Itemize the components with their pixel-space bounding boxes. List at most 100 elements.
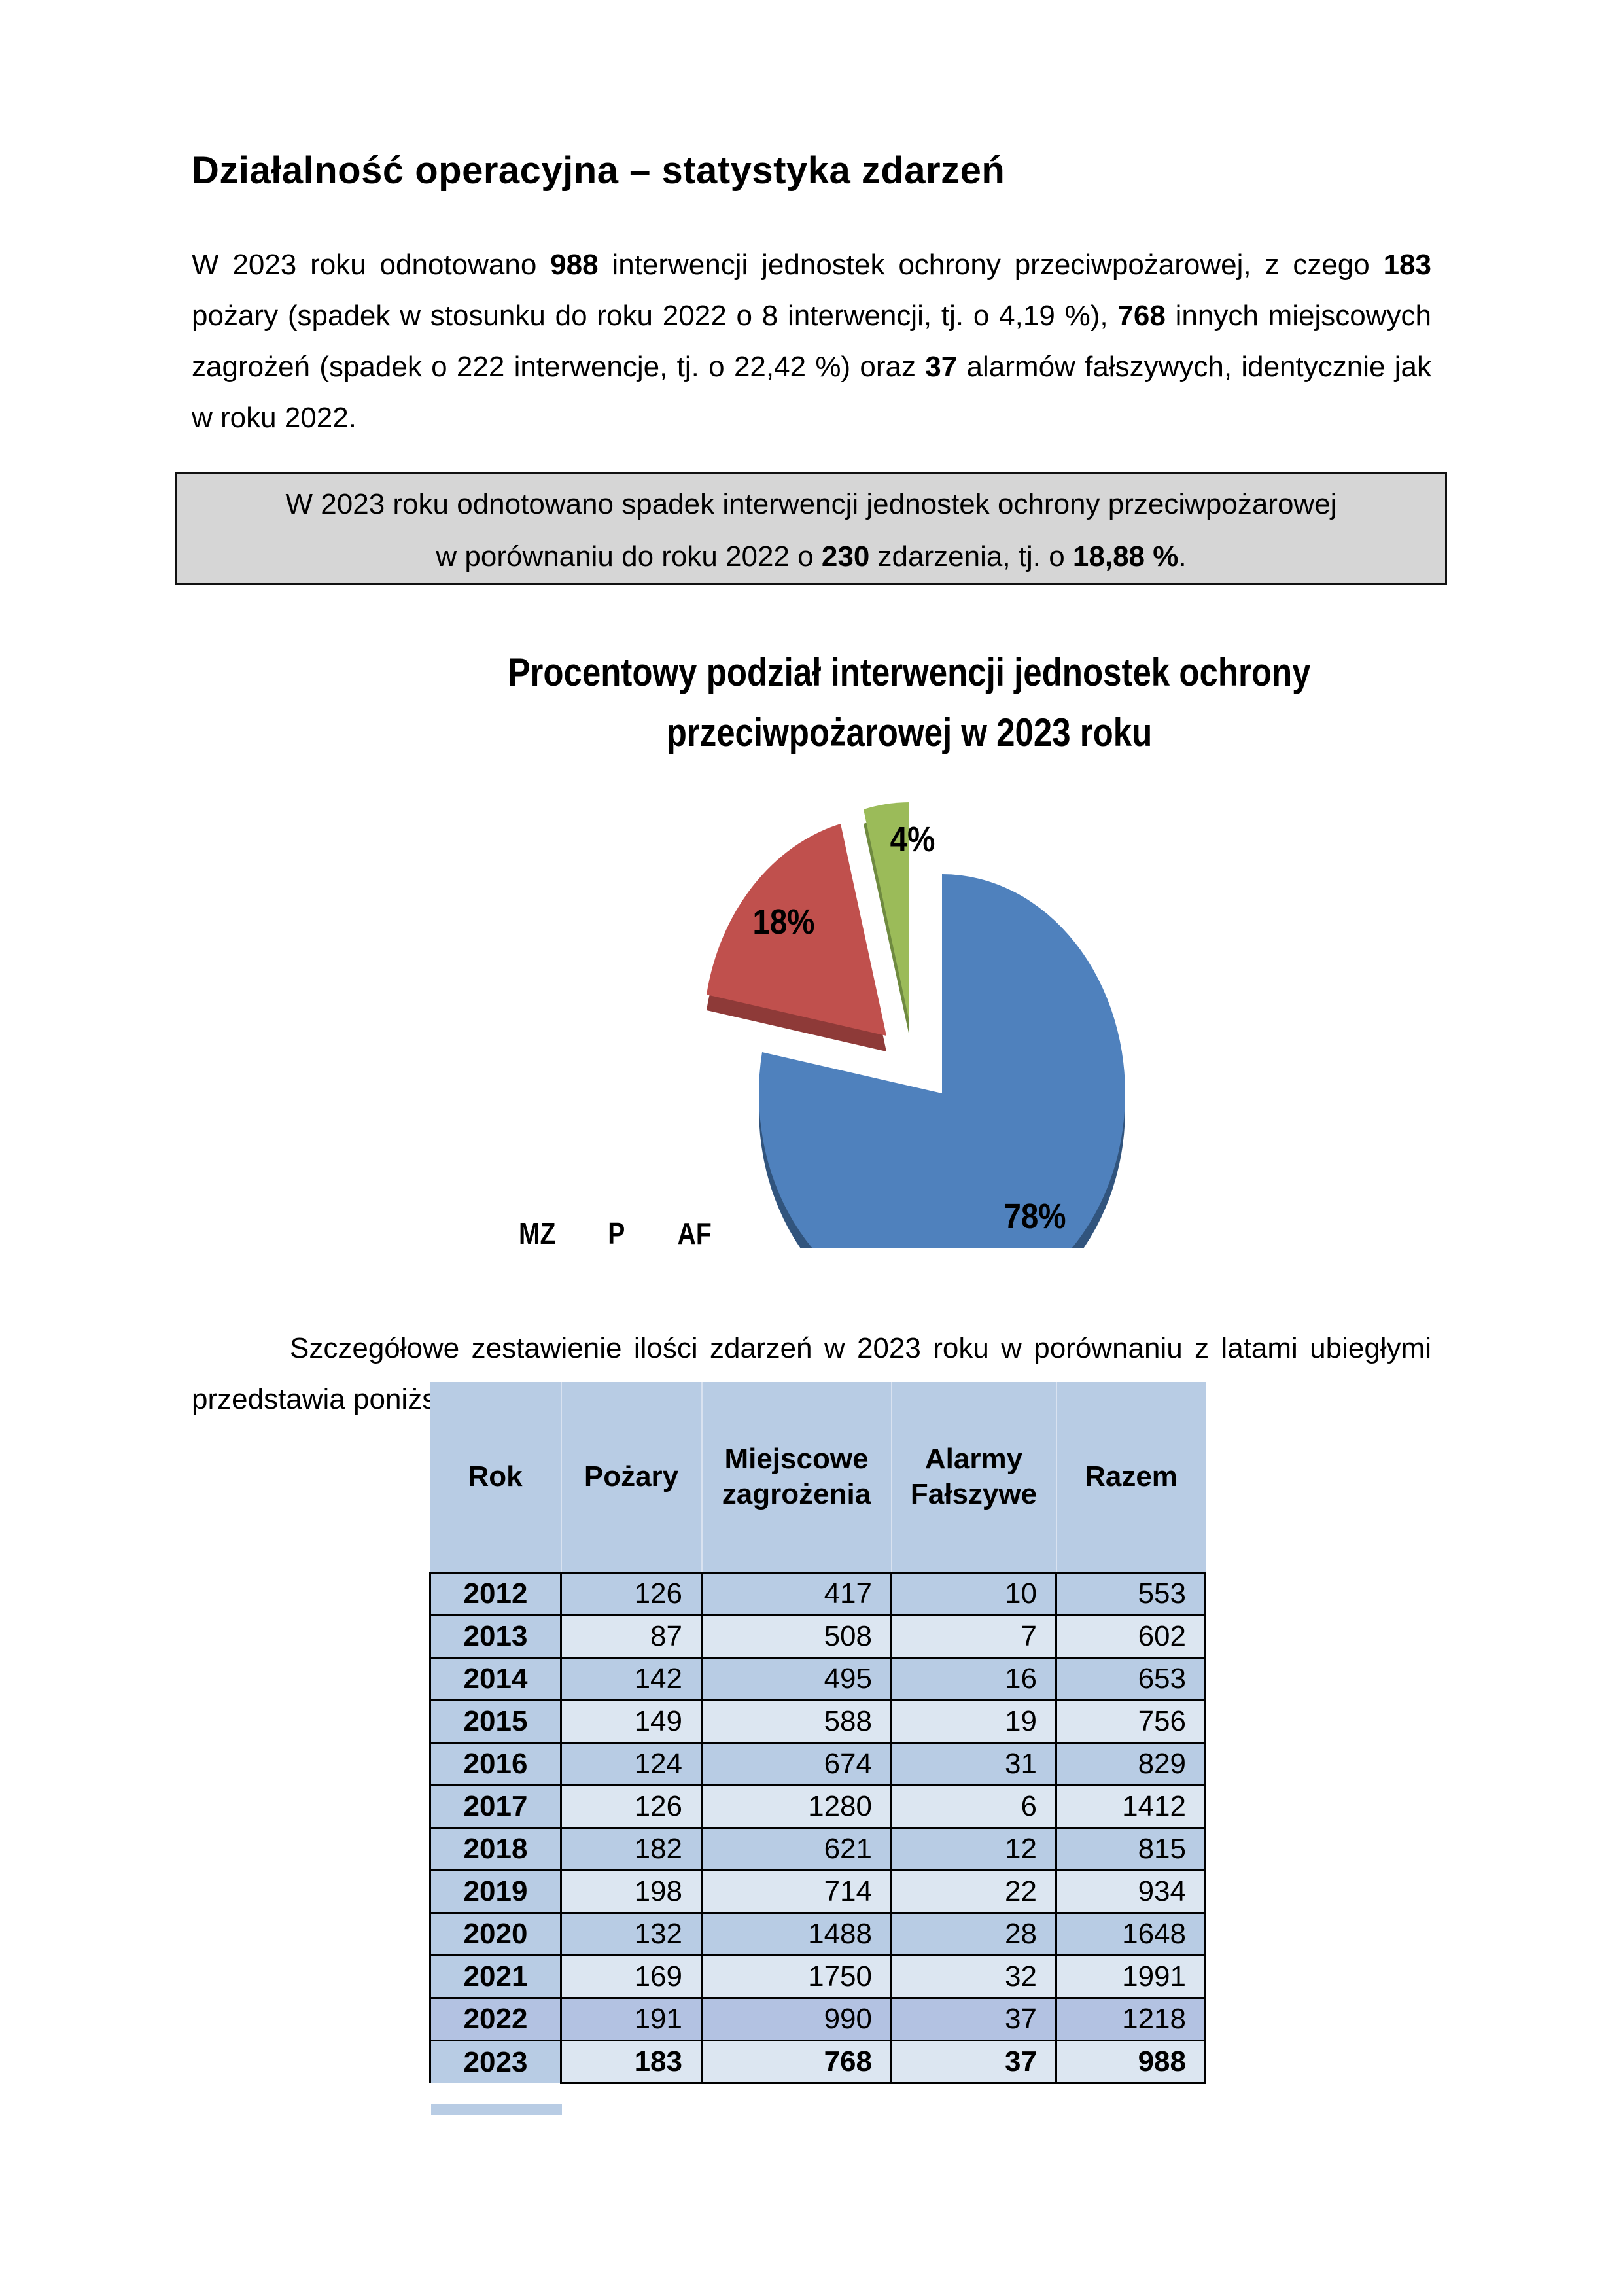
cell-year: 2018 <box>429 1827 562 1871</box>
cell-razem: 1412 <box>1055 1784 1206 1829</box>
cell-razem: 1218 <box>1055 1997 1206 2041</box>
cell-af: 32 <box>890 1954 1057 1999</box>
cell-year: 2016 <box>429 1742 562 1786</box>
table-row: 2017 126 1280 6 1412 <box>429 1784 1206 1829</box>
cell-mz: 588 <box>701 1699 892 1744</box>
table-row: 2018 182 621 12 815 <box>429 1827 1206 1871</box>
intro-text: alarmów fałszywych, identycznie jak w ro… <box>192 351 1432 434</box>
chart-title: Procentowy podział interwencji jednostek… <box>415 643 1405 763</box>
intro-text: pożary (spadek w stosunku do roku 2022 o… <box>192 300 1118 332</box>
cell-pozary: 191 <box>560 1997 703 2041</box>
cell-razem: 1648 <box>1055 1912 1206 1956</box>
chart-legend: MZ P AF <box>504 1216 714 1251</box>
pie-label-af: 4% <box>890 820 935 859</box>
cell-year: 2019 <box>429 1869 562 1914</box>
highlight-value-decrease: 230 <box>821 540 870 573</box>
intro-text: innych miejscowych zagrożeń (spadek o 22… <box>192 300 1431 383</box>
cell-pozary: 183 <box>560 2040 703 2084</box>
summary-highlight-box: W 2023 roku odnotowano spadek interwencj… <box>175 472 1447 585</box>
cell-af: 10 <box>890 1572 1057 1616</box>
cell-pozary: 87 <box>560 1614 703 1659</box>
pie-slice-mz <box>759 874 1125 1248</box>
cell-razem: 756 <box>1055 1699 1206 1744</box>
cell-af: 6 <box>890 1784 1057 1829</box>
cell-year: 2015 <box>429 1699 562 1744</box>
cell-mz: 990 <box>701 1997 892 2041</box>
cell-af: 12 <box>890 1827 1057 1871</box>
cell-year: 2012 <box>429 1572 562 1616</box>
table-row-2023-current: 2023 183 768 37 988 <box>429 2040 1206 2084</box>
cell-mz: 508 <box>701 1614 892 1659</box>
cell-mz: 714 <box>701 1869 892 1914</box>
cell-year: 2017 <box>429 1784 562 1829</box>
cell-af: 28 <box>890 1912 1057 1956</box>
cell-mz: 768 <box>701 2040 892 2084</box>
cell-razem: 934 <box>1055 1869 1206 1914</box>
pie-slice-p <box>707 824 886 1036</box>
cell-razem: 815 <box>1055 1827 1206 1871</box>
cell-mz: 674 <box>701 1742 892 1786</box>
chart-title-line-1: Procentowy podział interwencji jednostek… <box>508 650 1311 694</box>
column-header-miejscowe-zagrozenia: Miejscowe zagrożenia <box>701 1382 892 1573</box>
cell-mz: 417 <box>701 1572 892 1616</box>
intro-value-false-alarms: 37 <box>925 351 958 383</box>
cell-pozary: 126 <box>560 1572 703 1616</box>
intro-text: interwencji jednostek ochrony przeciwpoż… <box>598 249 1384 281</box>
intro-paragraph: W 2023 roku odnotowano 988 interwencji j… <box>192 239 1431 444</box>
cell-year: 2020 <box>429 1912 562 1956</box>
intro-text: W 2023 roku odnotowano <box>192 249 551 281</box>
table-header: Rok Pożary Miejscowe zagrożenia Alarmy F… <box>430 1382 1206 1573</box>
intro-value-fires: 183 <box>1383 249 1431 281</box>
cell-mz: 621 <box>701 1827 892 1871</box>
cell-razem: 988 <box>1055 2040 1206 2084</box>
highlight-line-1: W 2023 roku odnotowano spadek interwencj… <box>285 488 1337 520</box>
cell-pozary: 182 <box>560 1827 703 1871</box>
column-header-pozary: Pożary <box>560 1382 702 1573</box>
cell-pozary: 169 <box>560 1954 703 1999</box>
cell-mz: 1488 <box>701 1912 892 1956</box>
cell-pozary: 149 <box>560 1699 703 1744</box>
pie-label-mz: 78% <box>1003 1197 1066 1236</box>
pie-label-p: 18% <box>752 902 815 942</box>
chart-title-line-2: przeciwpożarowej w 2023 roku <box>666 711 1153 754</box>
cell-razem: 1991 <box>1055 1954 1206 1999</box>
pie-chart: 4% 18% 78% <box>641 759 1184 1248</box>
table-row: 2013 87 508 7 602 <box>429 1614 1206 1659</box>
cell-year: 2014 <box>429 1657 562 1701</box>
table-row-2022-highlight: 2022 191 990 37 1218 <box>429 1997 1206 2041</box>
cell-pozary: 132 <box>560 1912 703 1956</box>
year-column-stub <box>431 2104 562 2115</box>
pie-chart-svg <box>707 802 1125 1248</box>
table-row: 2015 149 588 19 756 <box>429 1699 1206 1744</box>
column-header-razem: Razem <box>1055 1382 1206 1573</box>
cell-mz: 1280 <box>701 1784 892 1829</box>
legend-item-mz: MZ <box>518 1216 556 1250</box>
cell-pozary: 124 <box>560 1742 703 1786</box>
cell-year: 2023 <box>429 2040 562 2083</box>
cell-af: 22 <box>890 1869 1057 1914</box>
cell-mz: 1750 <box>701 1954 892 1999</box>
cell-year: 2013 <box>429 1614 562 1659</box>
table-row: 2019 198 714 22 934 <box>429 1869 1206 1914</box>
cell-year: 2022 <box>429 1997 562 2041</box>
table-row: 2012 126 417 10 553 <box>429 1572 1206 1616</box>
cell-razem: 602 <box>1055 1614 1206 1659</box>
table-row: 2020 132 1488 28 1648 <box>429 1912 1206 1956</box>
cell-af: 31 <box>890 1742 1057 1786</box>
cell-razem: 829 <box>1055 1742 1206 1786</box>
cell-af: 7 <box>890 1614 1057 1659</box>
table-row: 2016 124 674 31 829 <box>429 1742 1206 1786</box>
cell-mz: 495 <box>701 1657 892 1701</box>
cell-af: 19 <box>890 1699 1057 1744</box>
column-header-alarmy-falszywe: Alarmy Fałszywe <box>890 1382 1056 1573</box>
cell-razem: 553 <box>1055 1572 1206 1616</box>
pie-slice-af <box>864 802 909 1021</box>
events-statistics-table: Rok Pożary Miejscowe zagrożenia Alarmy F… <box>429 1382 1206 2084</box>
intro-value-hazards: 768 <box>1117 300 1166 332</box>
cell-razem: 653 <box>1055 1657 1206 1701</box>
cell-af: 37 <box>890 1997 1057 2041</box>
cell-af: 16 <box>890 1657 1057 1701</box>
table-header-row: Rok Pożary Miejscowe zagrożenia Alarmy F… <box>430 1382 1206 1573</box>
cell-pozary: 198 <box>560 1869 703 1914</box>
